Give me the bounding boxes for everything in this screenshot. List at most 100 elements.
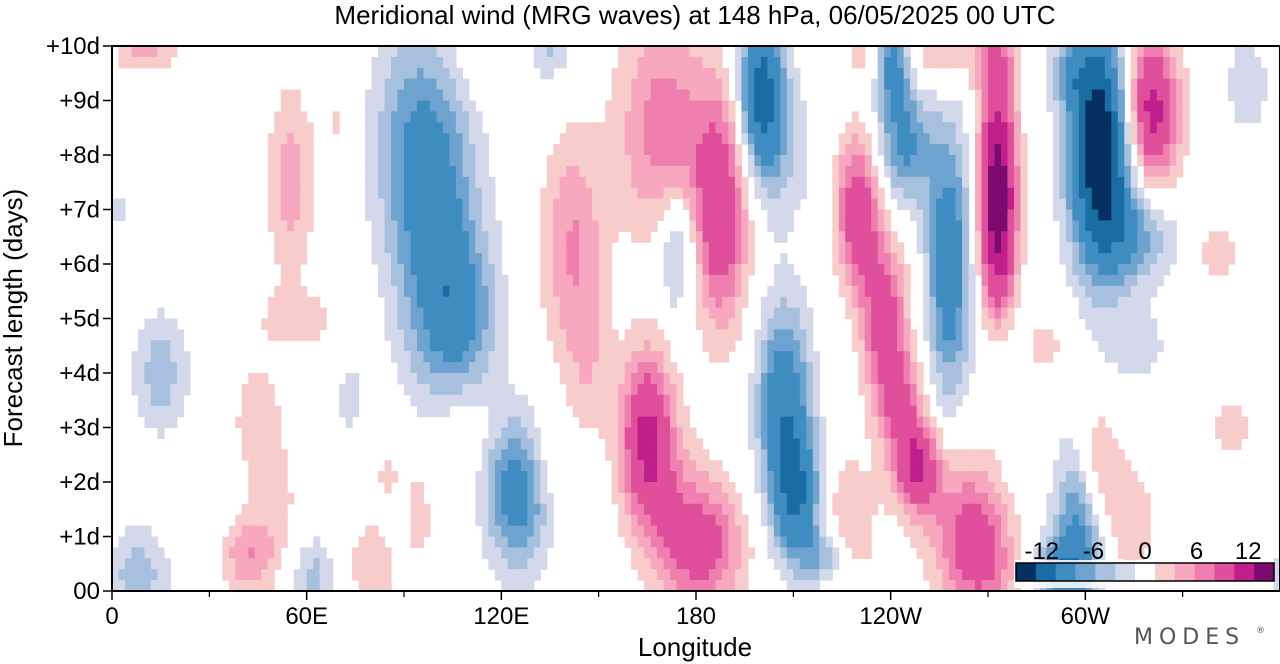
heatmap-cell (728, 274, 736, 287)
heatmap-cell (929, 176, 937, 189)
heatmap-cell (910, 362, 918, 374)
heatmap-cell (773, 78, 781, 91)
heatmap-cell (644, 329, 652, 341)
heatmap-cell (721, 253, 730, 265)
heatmap-cell (689, 471, 697, 483)
heatmap-cell (488, 231, 496, 243)
heatmap-cell (981, 78, 989, 91)
heatmap-cell (585, 165, 593, 178)
heatmap-cell (261, 460, 269, 472)
heatmap-cell (1111, 351, 1119, 363)
heatmap-cell (1039, 329, 1047, 341)
heatmap-cell (929, 351, 937, 363)
heatmap-cell (702, 187, 710, 200)
heatmap-cell (715, 274, 723, 287)
heatmap-cell (384, 471, 392, 483)
heatmap-cell (540, 242, 548, 254)
heatmap-cell (449, 165, 457, 178)
heatmap-cell (449, 274, 457, 287)
heatmap-cell (683, 471, 691, 483)
heatmap-cell (442, 133, 451, 145)
heatmap-cell (488, 264, 496, 276)
heatmap-cell (689, 438, 697, 450)
heatmap-cell (293, 580, 301, 591)
heatmap-cell (462, 209, 470, 221)
heatmap-cell (663, 427, 671, 439)
heatmap-cell (696, 569, 704, 581)
heatmap-cell (1221, 405, 1229, 418)
heatmap-cell (644, 449, 652, 461)
heatmap-cell (410, 111, 418, 123)
heatmap-cell (1130, 242, 1138, 254)
heatmap-cell (631, 231, 639, 243)
heatmap-cell (897, 514, 905, 527)
heatmap-cell (773, 427, 781, 439)
heatmap-cell (1000, 296, 1009, 309)
heatmap-cell (488, 449, 496, 461)
heatmap-cell (838, 209, 846, 221)
heatmap-cell (449, 351, 457, 363)
heatmap-cell (838, 492, 846, 505)
heatmap-cell (760, 307, 768, 320)
heatmap-cell (734, 198, 743, 211)
heatmap-cell (436, 274, 444, 287)
heatmap-cell (988, 46, 996, 58)
heatmap-cell (572, 242, 580, 254)
heatmap-cell (832, 231, 840, 243)
heatmap-cell (767, 405, 775, 418)
heatmap-cell (683, 155, 691, 167)
heatmap-cell (1124, 231, 1132, 243)
heatmap-cell (624, 144, 632, 156)
heatmap-cell (897, 373, 905, 385)
heatmap-cell (708, 220, 717, 232)
heatmap-cell (475, 264, 483, 276)
heatmap-cell (300, 176, 308, 189)
heatmap-cell (494, 482, 502, 494)
heatmap-cell (1150, 144, 1158, 156)
heatmap-cell (514, 427, 522, 439)
heatmap-cell (715, 111, 723, 123)
heatmap-cell (851, 274, 859, 287)
heatmap-cell (287, 296, 295, 309)
heatmap-cell (975, 580, 983, 591)
heatmap-cell (404, 46, 412, 58)
heatmap-cell (897, 351, 905, 363)
heatmap-cell (676, 67, 684, 80)
heatmap-cell (786, 67, 794, 80)
heatmap-cell (767, 460, 775, 472)
heatmap-cell (618, 56, 626, 69)
heatmap-cell (721, 351, 730, 363)
heatmap-cell (546, 503, 554, 516)
heatmap-cell (378, 144, 386, 156)
heatmap-cell (423, 253, 431, 265)
heatmap-cell (449, 100, 457, 112)
heatmap-cell (293, 176, 301, 189)
heatmap-cell (1072, 242, 1080, 254)
heatmap-cell (449, 231, 457, 243)
heatmap-cell (345, 394, 353, 407)
heatmap-cell (1007, 242, 1015, 254)
heatmap-cell (851, 318, 859, 330)
heatmap-cell (975, 198, 983, 211)
heatmap-cell (1137, 56, 1145, 69)
heatmap-cell (858, 198, 866, 211)
heatmap-cell (1072, 492, 1080, 505)
heatmap-cell (1078, 220, 1086, 232)
heatmap-cell (1065, 56, 1073, 69)
heatmap-cell (988, 111, 996, 123)
heatmap-cell (527, 405, 535, 418)
heatmap-cell (566, 220, 574, 232)
heatmap-cell (786, 46, 794, 58)
heatmap-cell (228, 558, 236, 570)
heatmap-cell (300, 296, 308, 309)
heatmap-cell (864, 187, 872, 200)
heatmap-cell (864, 471, 872, 483)
heatmap-cell (631, 209, 639, 221)
heatmap-cell (1124, 503, 1132, 516)
heatmap-cell (1046, 514, 1054, 527)
heatmap-cell (605, 329, 613, 341)
heatmap-cell (404, 56, 412, 69)
heatmap-cell (670, 231, 678, 243)
heatmap-cell (274, 187, 282, 200)
heatmap-cell (962, 536, 970, 548)
